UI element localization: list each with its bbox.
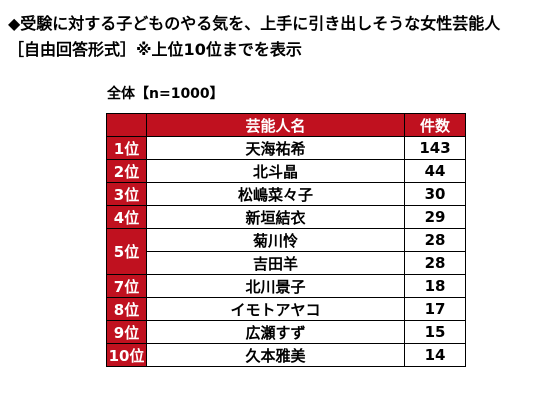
table-row: 2位 北斗晶 44 <box>106 159 466 183</box>
count-cell: 18 <box>404 274 466 298</box>
rank-cell: 3位 <box>106 182 147 206</box>
rank-cell: 8位 <box>106 297 147 321</box>
name-cell: 久本雅美 <box>146 343 405 367</box>
rank-cell: 10位 <box>106 343 147 367</box>
table-row: 7位 北川景子 18 <box>106 274 466 298</box>
name-cell: 松嶋菜々子 <box>146 182 405 206</box>
name-cell: 吉田羊 <box>146 251 405 275</box>
name-cell: イモトアヤコ <box>146 297 405 321</box>
count-header-cell: 件数 <box>404 113 466 137</box>
chart-title: ◆受験に対する子どものやる気を、上手に引き出しそうな女性芸能人 <box>8 14 501 33</box>
name-cell: 北川景子 <box>146 274 405 298</box>
table-row: 3位 松嶋菜々子 30 <box>106 182 466 206</box>
count-cell: 15 <box>404 320 466 344</box>
ranking-table: 芸能人名 件数 1位 天海祐希 143 2位 北斗晶 44 3位 松嶋菜々子 3… <box>106 113 466 367</box>
name-cell: 天海祐希 <box>146 136 405 160</box>
table-row: 9位 広瀬すず 15 <box>106 320 466 344</box>
rank-cell: 1位 <box>106 136 147 160</box>
count-cell: 14 <box>404 343 466 367</box>
table-row: 吉田羊 28 <box>107 251 466 275</box>
count-cell: 17 <box>404 297 466 321</box>
count-cell: 29 <box>404 205 466 229</box>
table-row: 8位 イモトアヤコ 17 <box>106 297 466 321</box>
rank-cell: 5位 <box>106 228 147 275</box>
name-cell: 菊川怜 <box>146 228 405 252</box>
rank-cell: 9位 <box>106 320 147 344</box>
rank-cell: 7位 <box>106 274 147 298</box>
table-row: 4位 新垣結衣 29 <box>106 205 466 229</box>
name-header-cell: 芸能人名 <box>146 113 405 137</box>
name-cell: 広瀬すず <box>146 320 405 344</box>
table-row: 5位 菊川怜 28 <box>106 228 466 275</box>
table-header-row: 芸能人名 件数 <box>106 113 466 137</box>
name-cell: 北斗晶 <box>146 159 405 183</box>
count-cell: 30 <box>404 182 466 206</box>
rank-cell: 2位 <box>106 159 147 183</box>
sample-size-label: 全体【n=1000】 <box>107 86 224 102</box>
count-cell: 28 <box>404 251 466 275</box>
count-cell: 28 <box>404 228 466 252</box>
count-cell: 143 <box>404 136 466 160</box>
table-row: 1位 天海祐希 143 <box>106 136 466 160</box>
name-cell: 新垣結衣 <box>146 205 405 229</box>
rank-cell: 4位 <box>106 205 147 229</box>
chart-subtitle: ［自由回答形式］※上位10位までを表示 <box>8 40 302 59</box>
table-row: 10位 久本雅美 14 <box>106 343 466 367</box>
count-cell: 44 <box>404 159 466 183</box>
rank-header-cell <box>106 113 147 137</box>
